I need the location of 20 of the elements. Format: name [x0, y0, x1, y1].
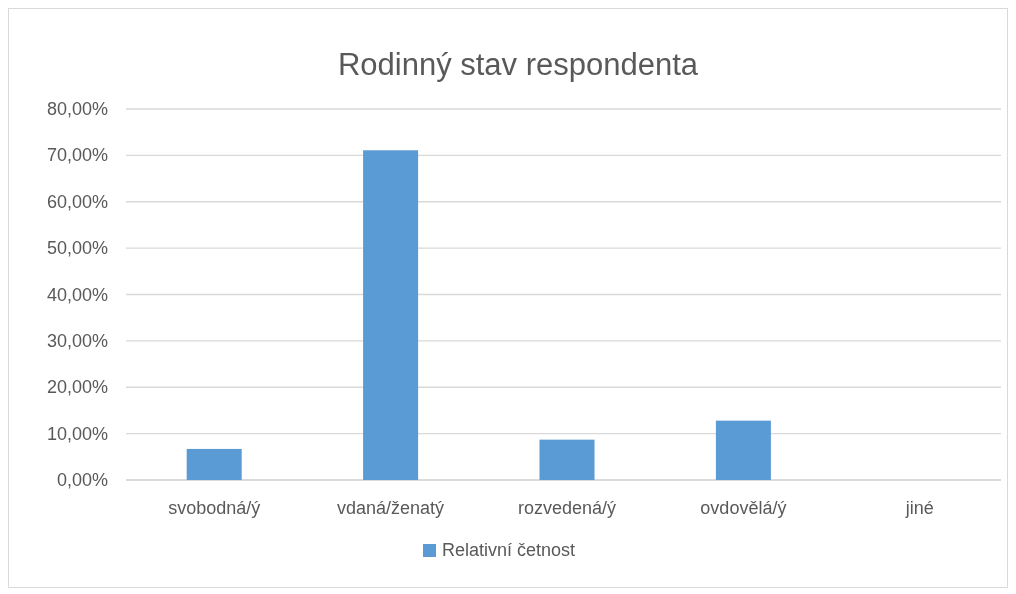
y-tick-label: 40,00% — [46, 284, 108, 305]
x-tick-label: svobodná/ý — [168, 498, 261, 518]
bar — [186, 448, 242, 480]
bar — [363, 150, 419, 480]
chart-title: Rodinný stav respondenta — [337, 47, 699, 82]
y-tick-label: 20,00% — [46, 377, 108, 398]
y-tick-label: 80,00% — [46, 99, 108, 119]
y-tick-label: 0,00% — [56, 470, 108, 490]
x-tick-label: vdaná/ženatý — [337, 498, 445, 518]
x-tick-label: rozvedená/ý — [517, 498, 617, 518]
x-tick-label: jiné — [904, 498, 934, 518]
y-tick-label: 70,00% — [46, 145, 108, 166]
legend-label: Relativní četnost — [442, 540, 576, 560]
bar — [715, 420, 771, 480]
x-tick-label: ovdovělá/ý — [700, 498, 787, 518]
y-tick-label: 10,00% — [46, 423, 108, 444]
bar — [539, 439, 595, 480]
y-tick-label: 50,00% — [46, 238, 108, 259]
y-tick-label: 30,00% — [46, 330, 108, 351]
y-tick-label: 60,00% — [46, 191, 108, 212]
